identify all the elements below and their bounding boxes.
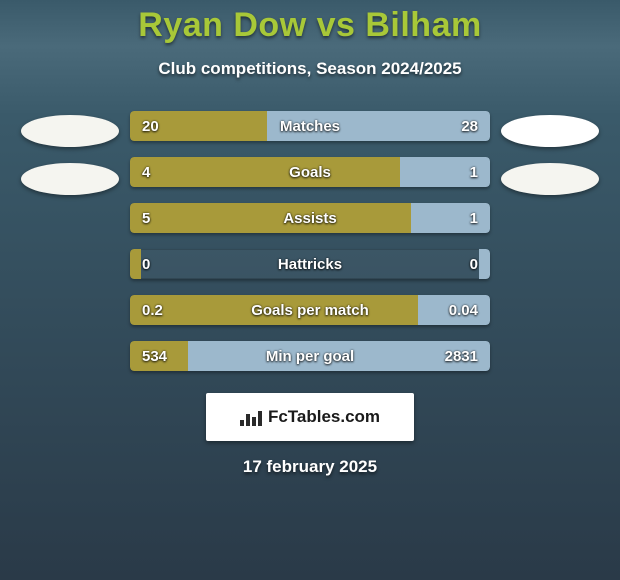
bar-right-fill [411, 203, 490, 233]
avatar-placeholder [501, 115, 599, 147]
right-value: 0 [470, 249, 478, 279]
left-player-shapes [10, 111, 130, 371]
stat-label: Hattricks [130, 249, 490, 279]
bar-right-fill [400, 157, 490, 187]
brand-badge: FcTables.com [206, 393, 414, 441]
bar-right-fill [267, 111, 490, 141]
subtitle: Club competitions, Season 2024/2025 [0, 59, 620, 79]
stats-bars: Matches2028 Goals41 Assists51 Hattricks0 0 Go… [130, 111, 490, 371]
bar-left-fill [130, 111, 267, 141]
bar-right-fill [418, 295, 490, 325]
stat-bar: Min per goal5342831 [130, 341, 490, 371]
bar-right-fill [188, 341, 490, 371]
date-label: 17 february 2025 [0, 457, 620, 477]
stat-bar: Goals41 [130, 157, 490, 187]
brand-text: FcTables.com [268, 407, 380, 427]
chart-bar-icon [240, 408, 262, 426]
bar-left-fill [130, 249, 141, 279]
bar-left-fill [130, 157, 400, 187]
bar-left-fill [130, 341, 188, 371]
club-placeholder [21, 163, 119, 195]
avatar-placeholder [21, 115, 119, 147]
bar-left-fill [130, 295, 418, 325]
bar-right-fill [479, 249, 490, 279]
right-player-shapes [490, 111, 610, 371]
comparison-infographic: Ryan Dow vs Bilham Club competitions, Se… [0, 0, 620, 580]
stat-bar: Hattricks0 0 [130, 249, 490, 279]
club-placeholder [501, 163, 599, 195]
content-row: Matches2028 Goals41 Assists51 Hattricks0 0 Go… [0, 111, 620, 371]
stat-bar: Goals per match0.20.04 [130, 295, 490, 325]
bar-left-fill [130, 203, 411, 233]
left-value: 0 [142, 249, 150, 279]
page-title: Ryan Dow vs Bilham [0, 0, 620, 45]
stat-bar: Matches2028 [130, 111, 490, 141]
stat-bar: Assists51 [130, 203, 490, 233]
